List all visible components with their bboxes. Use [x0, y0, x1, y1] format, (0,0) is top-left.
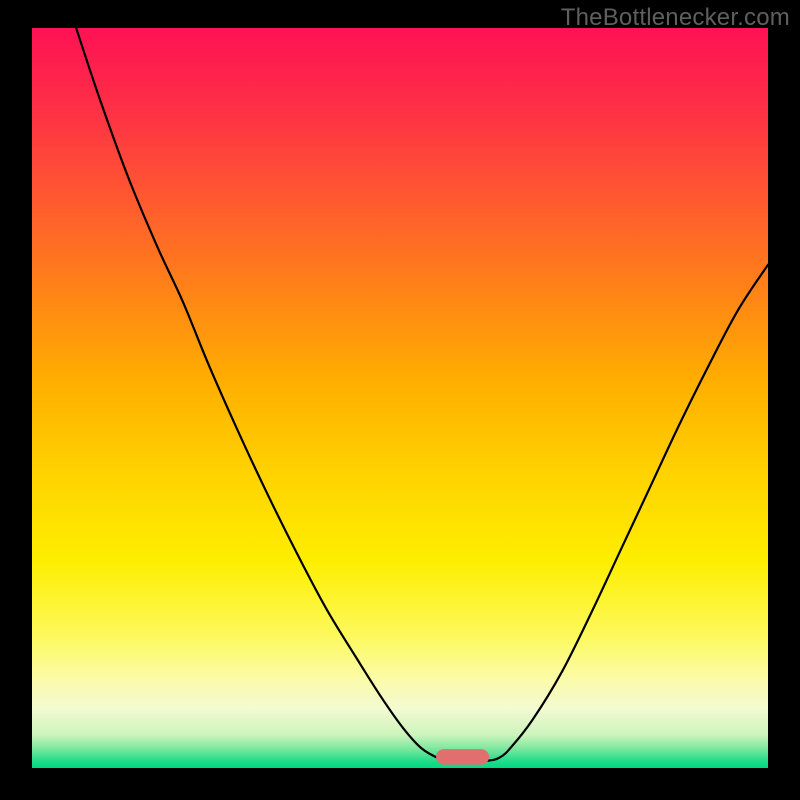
chart-svg [32, 28, 768, 768]
min-marker [436, 749, 489, 765]
chart-frame: TheBottlenecker.com [0, 0, 800, 800]
watermark-text: TheBottlenecker.com [561, 4, 790, 32]
gradient-background [32, 28, 768, 768]
plot-area [32, 28, 768, 768]
